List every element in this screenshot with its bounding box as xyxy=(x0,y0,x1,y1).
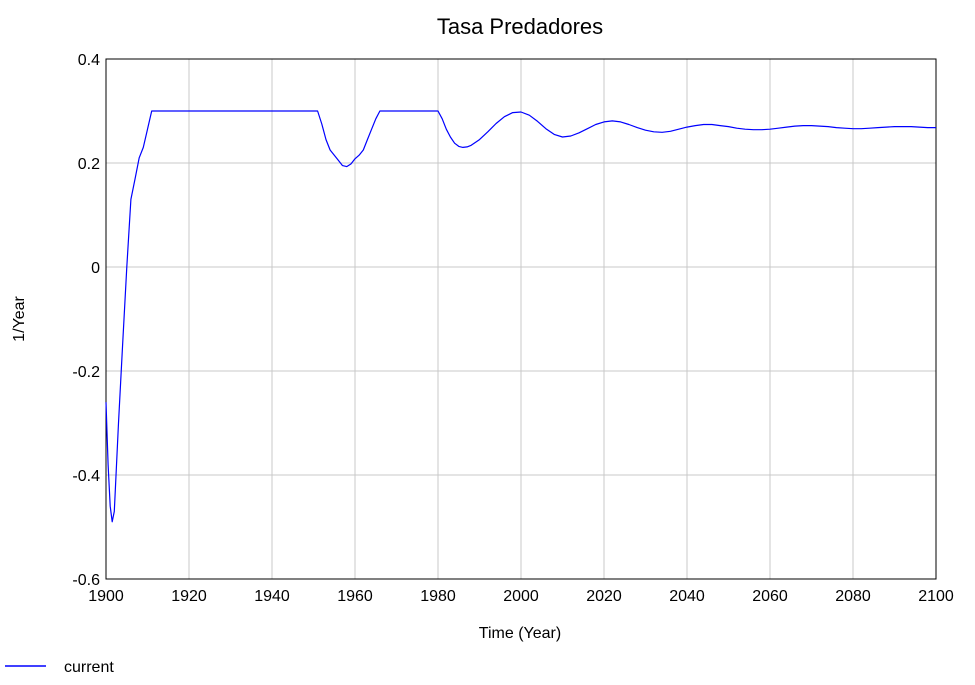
series-layer xyxy=(105,110,936,523)
x-tick-label: 2040 xyxy=(669,588,705,605)
x-tick-label: 2000 xyxy=(503,588,539,605)
x-axis-label: Time (Year) xyxy=(479,625,561,642)
x-tick-label: 2020 xyxy=(586,588,622,605)
legend: current xyxy=(5,659,114,676)
y-tick-label: -0.6 xyxy=(72,572,100,589)
x-tick-label: 1980 xyxy=(420,588,456,605)
y-tick-label: -0.4 xyxy=(72,468,100,485)
x-tick-label: 2060 xyxy=(752,588,788,605)
axis-ticks: 1900 1920 1940 1960 1980 2000 2020 2040 2060 2080… xyxy=(72,52,953,605)
chart-title: Tasa Predadores xyxy=(437,14,603,39)
y-tick-label: 0.2 xyxy=(78,156,100,173)
y-tick-label: 0 xyxy=(91,260,100,277)
y-tick-label: 0.4 xyxy=(78,52,100,69)
plot-area xyxy=(105,58,937,580)
x-tick-label: 1900 xyxy=(88,588,124,605)
x-tick-label: 2080 xyxy=(835,588,871,605)
x-tick-label: 1960 xyxy=(337,588,373,605)
x-tick-label: 1940 xyxy=(254,588,290,605)
legend-label-current: current xyxy=(64,659,114,676)
y-axis-label: 1/Year xyxy=(11,295,28,341)
grid xyxy=(105,58,937,580)
series-line-current xyxy=(105,110,936,523)
y-tick-label: -0.2 xyxy=(72,364,100,381)
x-tick-label: 1920 xyxy=(171,588,207,605)
x-tick-label: 2100 xyxy=(918,588,954,605)
